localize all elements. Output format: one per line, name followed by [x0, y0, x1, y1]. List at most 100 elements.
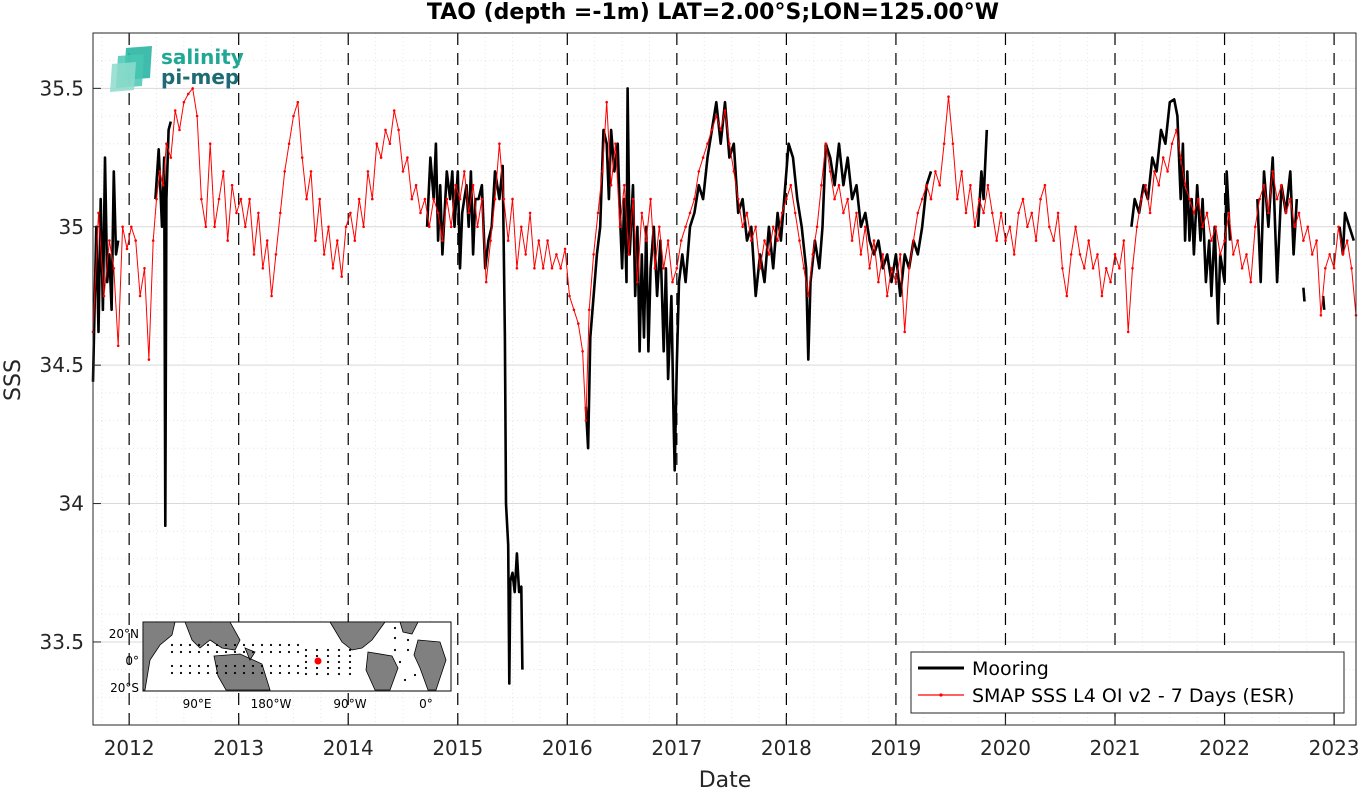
series-smap-point — [1074, 225, 1077, 229]
series-mooring-line — [1130, 98, 1232, 325]
logo-line2: pi-mep — [161, 65, 239, 89]
series-smap-point — [1153, 170, 1156, 173]
series-smap-point — [423, 197, 427, 201]
series-smap-point — [644, 239, 648, 242]
series-smap-point — [327, 225, 330, 229]
series-smap-point — [401, 170, 405, 173]
map-dot — [315, 666, 319, 670]
series-smap-point — [331, 267, 335, 270]
series-smap-point — [1236, 239, 1239, 242]
series-smap-point — [969, 183, 972, 187]
series-smap-point — [1140, 197, 1143, 201]
series-mooring-line — [425, 142, 524, 685]
series-smap-point — [230, 183, 234, 187]
series-smap-point — [964, 211, 968, 215]
map-lon-label-90e: 90°E — [183, 697, 212, 711]
series-smap-point — [1284, 211, 1288, 215]
map-dot — [260, 671, 264, 675]
series-smap-point — [789, 183, 793, 187]
series-smap-point — [1324, 267, 1327, 270]
series-smap-point — [550, 267, 554, 270]
map-dot — [269, 671, 273, 675]
series-smap-point — [305, 197, 308, 201]
series-smap-point — [688, 211, 692, 215]
map-dot — [315, 672, 319, 676]
series-smap-point — [476, 225, 479, 229]
x-tick-label: 2016 — [542, 736, 593, 760]
series-smap-point — [97, 211, 100, 215]
x-tick-label: 2023 — [1309, 736, 1360, 760]
map-dot — [215, 643, 219, 647]
salinity-pi-mep-logo: salinity pi-mep — [110, 45, 244, 92]
series-smap-point — [116, 344, 120, 348]
y-tick-label: 35.5 — [39, 76, 84, 100]
grid — [93, 33, 1356, 725]
series-smap-point — [1069, 253, 1073, 256]
y-tick-label: 35 — [59, 215, 84, 239]
series-smap-point — [493, 197, 497, 201]
series-smap-point — [986, 183, 990, 187]
series-smap-point — [1091, 267, 1095, 270]
map-dot — [215, 664, 219, 668]
series-smap-point — [846, 197, 849, 201]
series-smap-point — [710, 128, 714, 132]
map-dot — [179, 664, 183, 668]
series-smap-point — [528, 211, 532, 215]
series-smap-point — [213, 225, 216, 229]
series-smap-point — [419, 211, 422, 215]
map-dot — [287, 643, 291, 647]
map-dot — [170, 664, 174, 668]
series-smap-point — [623, 183, 626, 187]
series-smap-point — [991, 211, 994, 215]
series-smap-point — [362, 225, 365, 229]
series-smap-point — [1337, 225, 1340, 229]
series-smap-point — [1328, 253, 1331, 256]
map-dot — [278, 664, 282, 668]
inset-map: 20°N 0° 20°S 90°E 180°W 90°W 0° — [109, 621, 452, 711]
series-smap-point — [763, 239, 766, 242]
map-dot — [393, 648, 397, 652]
map-dot — [304, 672, 308, 676]
series-smap-point — [666, 239, 670, 242]
series-smap-point — [701, 156, 705, 159]
map-lat-label-0: 0° — [125, 654, 139, 668]
series-smap-point — [161, 183, 165, 187]
series-smap-point — [938, 183, 941, 187]
map-dot — [170, 650, 174, 654]
y-axis: 33.5 34 34.5 35 35.5 — [39, 76, 101, 654]
map-dot — [224, 643, 228, 647]
series-smap-point — [292, 114, 295, 118]
map-dot — [406, 638, 410, 642]
series-smap-point — [1280, 183, 1283, 187]
series-smap-point — [568, 294, 571, 298]
series-smap-point — [960, 170, 963, 173]
series-smap-point — [1096, 253, 1099, 256]
series-smap-point — [1249, 280, 1253, 284]
series-smap-point — [881, 253, 885, 256]
map-dot — [315, 654, 319, 658]
map-dot — [326, 660, 330, 664]
map-dot — [251, 671, 255, 675]
series-smap-point — [584, 419, 588, 422]
y-tick-label: 33.5 — [39, 630, 84, 654]
map-dot — [296, 650, 300, 654]
series-smap-point — [618, 225, 622, 229]
series-mooring-line — [91, 156, 120, 382]
map-dot — [348, 660, 352, 664]
series-smap-point — [178, 128, 181, 132]
series-smap-point — [274, 253, 278, 256]
series-smap-point — [767, 253, 771, 256]
series-smap-point — [270, 294, 273, 298]
series-smap-point — [1262, 183, 1266, 187]
map-dot — [348, 648, 352, 652]
y-axis-label: SSS — [1, 359, 26, 401]
series-smap-point — [877, 280, 880, 284]
series-smap-point — [489, 239, 492, 242]
series-smap-point — [653, 267, 657, 270]
series-smap-point — [601, 170, 604, 173]
series-smap-point — [406, 156, 409, 159]
series-smap-point — [336, 239, 339, 242]
series-smap-point — [463, 170, 466, 173]
series-smap-point — [155, 197, 158, 201]
map-lon-label-90w: 90°W — [333, 697, 366, 711]
